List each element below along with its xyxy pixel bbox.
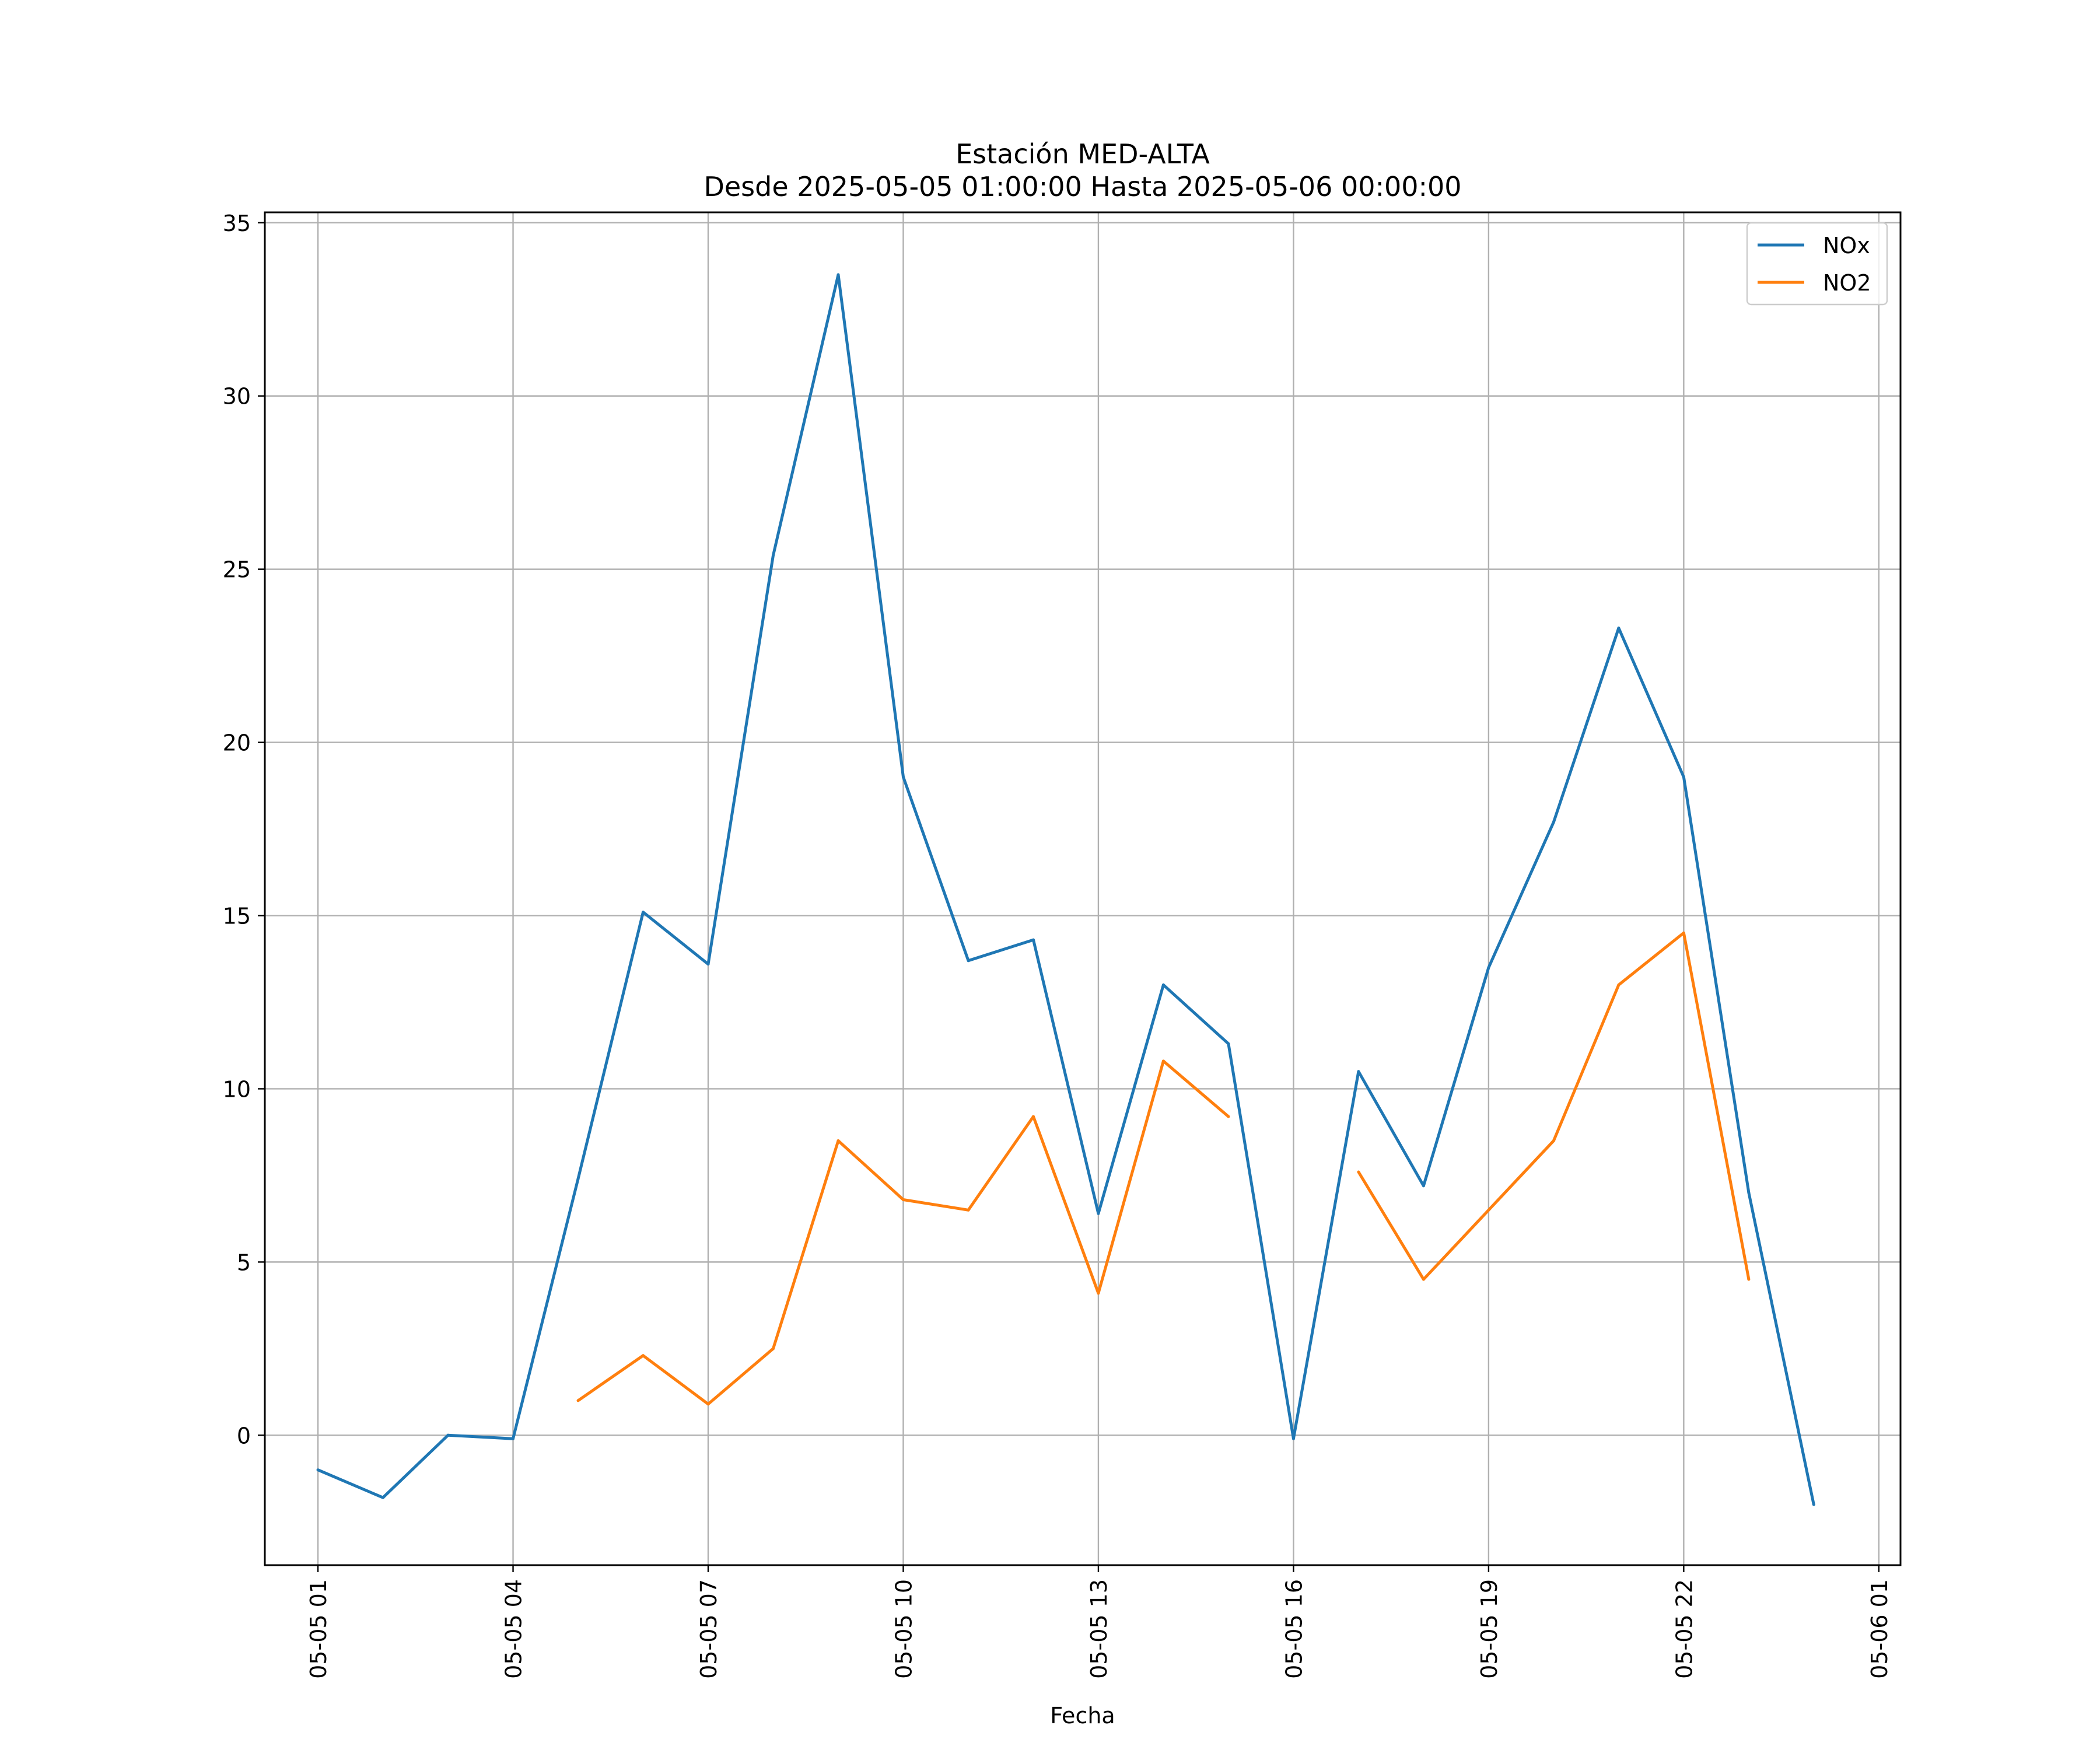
y-tick-label: 35 — [223, 211, 251, 236]
x-tick-label: 05-05 16 — [1281, 1579, 1307, 1679]
x-axis-label: Fecha — [1050, 1703, 1115, 1728]
y-tick-label: 5 — [237, 1250, 251, 1275]
x-tick-label: 05-05 04 — [501, 1579, 527, 1679]
series-line-no2 — [1357, 931, 1751, 1281]
chart-subtitle: Desde 2025-05-05 01:00:00 Hasta 2025-05-… — [704, 171, 1461, 202]
grid-layer — [265, 212, 1901, 1565]
x-tick-label: 05-05 22 — [1671, 1579, 1697, 1679]
series-line-nox — [317, 273, 1815, 1505]
chart-title: Estación MED-ALTA — [956, 138, 1210, 170]
legend: NOx NO2 — [1746, 222, 1888, 306]
plot-frame — [264, 211, 1902, 1566]
x-tick-label: 05-05 10 — [891, 1579, 916, 1679]
x-tick-label: 05-05 13 — [1086, 1579, 1112, 1679]
series-layer — [316, 273, 1815, 1506]
series-line-no2 — [577, 1059, 1230, 1406]
x-tick-label: 05-05 19 — [1476, 1579, 1502, 1679]
y-tick-label: 0 — [237, 1423, 251, 1448]
legend-label-nox: NOx — [1823, 233, 1870, 258]
series-nox — [316, 273, 1815, 1506]
y-tick-label: 30 — [223, 384, 251, 410]
series-no2 — [576, 931, 1751, 1406]
y-tick-label: 20 — [223, 730, 251, 756]
x-tick-label: 05-06 01 — [1867, 1579, 1892, 1679]
tick-layer: 0 5 10 15 20 25 30 35 05-05 01 05-05 04 05-05 07 05… — [223, 211, 1892, 1679]
legend-label-no2: NO2 — [1823, 270, 1871, 296]
x-tick-label: 05-05 01 — [306, 1579, 331, 1679]
x-tick-label: 05-05 07 — [696, 1579, 722, 1679]
legend-frame — [1746, 222, 1888, 306]
y-tick-label: 10 — [223, 1076, 251, 1102]
y-tick-label: 25 — [223, 557, 251, 583]
y-tick-label: 15 — [223, 904, 251, 929]
